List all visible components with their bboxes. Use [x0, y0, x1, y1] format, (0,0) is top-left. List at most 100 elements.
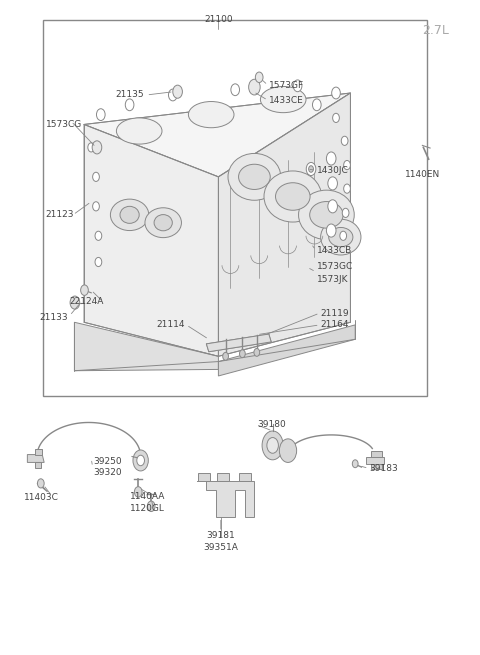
Text: 39351A: 39351A — [204, 543, 238, 552]
Circle shape — [240, 350, 245, 358]
Ellipse shape — [239, 164, 270, 189]
Circle shape — [333, 113, 339, 122]
Ellipse shape — [310, 202, 343, 228]
Text: 1433CB: 1433CB — [317, 246, 352, 255]
Polygon shape — [35, 449, 42, 455]
Circle shape — [342, 208, 349, 217]
Text: 39183: 39183 — [370, 464, 398, 473]
Circle shape — [173, 85, 182, 98]
Circle shape — [93, 202, 99, 211]
Ellipse shape — [276, 183, 310, 210]
Ellipse shape — [116, 118, 162, 144]
Text: 1430JC: 1430JC — [317, 166, 348, 175]
Ellipse shape — [228, 153, 281, 200]
Circle shape — [254, 348, 260, 356]
Polygon shape — [371, 464, 382, 469]
Text: 39181: 39181 — [206, 531, 235, 540]
Polygon shape — [197, 481, 254, 517]
Polygon shape — [217, 473, 229, 481]
Circle shape — [341, 136, 348, 145]
Circle shape — [147, 501, 155, 512]
Text: 1433CE: 1433CE — [269, 96, 303, 105]
Polygon shape — [239, 473, 251, 481]
Text: 21164: 21164 — [321, 320, 349, 329]
Circle shape — [306, 162, 316, 176]
Circle shape — [81, 285, 88, 295]
Text: 39250: 39250 — [94, 457, 122, 466]
Circle shape — [326, 152, 336, 165]
Text: 1573CG: 1573CG — [46, 120, 82, 129]
Text: 1140AA: 1140AA — [130, 492, 165, 501]
Polygon shape — [84, 93, 350, 177]
Polygon shape — [371, 451, 382, 457]
Polygon shape — [74, 322, 218, 371]
Text: 21119: 21119 — [321, 309, 349, 318]
Circle shape — [293, 80, 302, 92]
Circle shape — [309, 166, 313, 172]
Ellipse shape — [264, 171, 322, 222]
Circle shape — [326, 224, 336, 237]
Circle shape — [332, 87, 340, 99]
Text: 1573GF: 1573GF — [269, 81, 304, 90]
Text: 2.7L: 2.7L — [422, 24, 449, 37]
Circle shape — [95, 231, 102, 240]
Circle shape — [168, 89, 177, 101]
Ellipse shape — [120, 206, 139, 223]
Circle shape — [262, 431, 283, 460]
Text: 22124A: 22124A — [70, 297, 104, 307]
Polygon shape — [206, 334, 271, 352]
Circle shape — [93, 172, 99, 181]
Circle shape — [37, 479, 44, 488]
Circle shape — [137, 455, 144, 466]
Polygon shape — [218, 325, 355, 376]
Circle shape — [125, 99, 134, 111]
Circle shape — [231, 84, 240, 96]
Text: 39180: 39180 — [257, 420, 286, 429]
Circle shape — [344, 160, 350, 170]
Text: 21100: 21100 — [204, 15, 233, 24]
Ellipse shape — [188, 102, 234, 128]
Circle shape — [312, 99, 321, 111]
Circle shape — [134, 487, 142, 497]
Circle shape — [92, 141, 102, 154]
Polygon shape — [27, 455, 44, 462]
Circle shape — [352, 460, 358, 468]
Circle shape — [279, 439, 297, 462]
Text: 21135: 21135 — [115, 90, 144, 100]
Bar — [43, 20, 427, 396]
Text: 21133: 21133 — [39, 313, 68, 322]
Circle shape — [340, 231, 347, 240]
Ellipse shape — [110, 199, 149, 231]
Polygon shape — [35, 462, 41, 468]
Ellipse shape — [154, 215, 172, 231]
Ellipse shape — [145, 208, 181, 238]
Text: 11403C: 11403C — [24, 493, 59, 502]
Ellipse shape — [321, 219, 361, 255]
Circle shape — [328, 177, 337, 190]
Text: 39320: 39320 — [94, 468, 122, 477]
Circle shape — [249, 79, 260, 95]
Ellipse shape — [299, 190, 354, 240]
Polygon shape — [366, 457, 384, 464]
Polygon shape — [218, 93, 350, 356]
Text: 21114: 21114 — [156, 320, 185, 329]
Circle shape — [70, 296, 80, 309]
Circle shape — [95, 257, 102, 267]
Circle shape — [96, 109, 105, 121]
Circle shape — [255, 72, 263, 83]
Text: 1120GL: 1120GL — [130, 504, 165, 514]
Circle shape — [267, 438, 278, 453]
Polygon shape — [84, 124, 218, 356]
Circle shape — [88, 143, 95, 152]
Polygon shape — [198, 473, 210, 481]
Text: 1140EN: 1140EN — [405, 170, 440, 179]
Text: 21123: 21123 — [46, 210, 74, 219]
Ellipse shape — [260, 86, 306, 113]
Circle shape — [223, 352, 228, 360]
Circle shape — [328, 200, 337, 213]
Circle shape — [344, 184, 350, 193]
Ellipse shape — [329, 227, 353, 247]
Circle shape — [133, 450, 148, 471]
Text: 1573GC: 1573GC — [317, 262, 353, 271]
Text: 1573JK: 1573JK — [317, 274, 348, 284]
